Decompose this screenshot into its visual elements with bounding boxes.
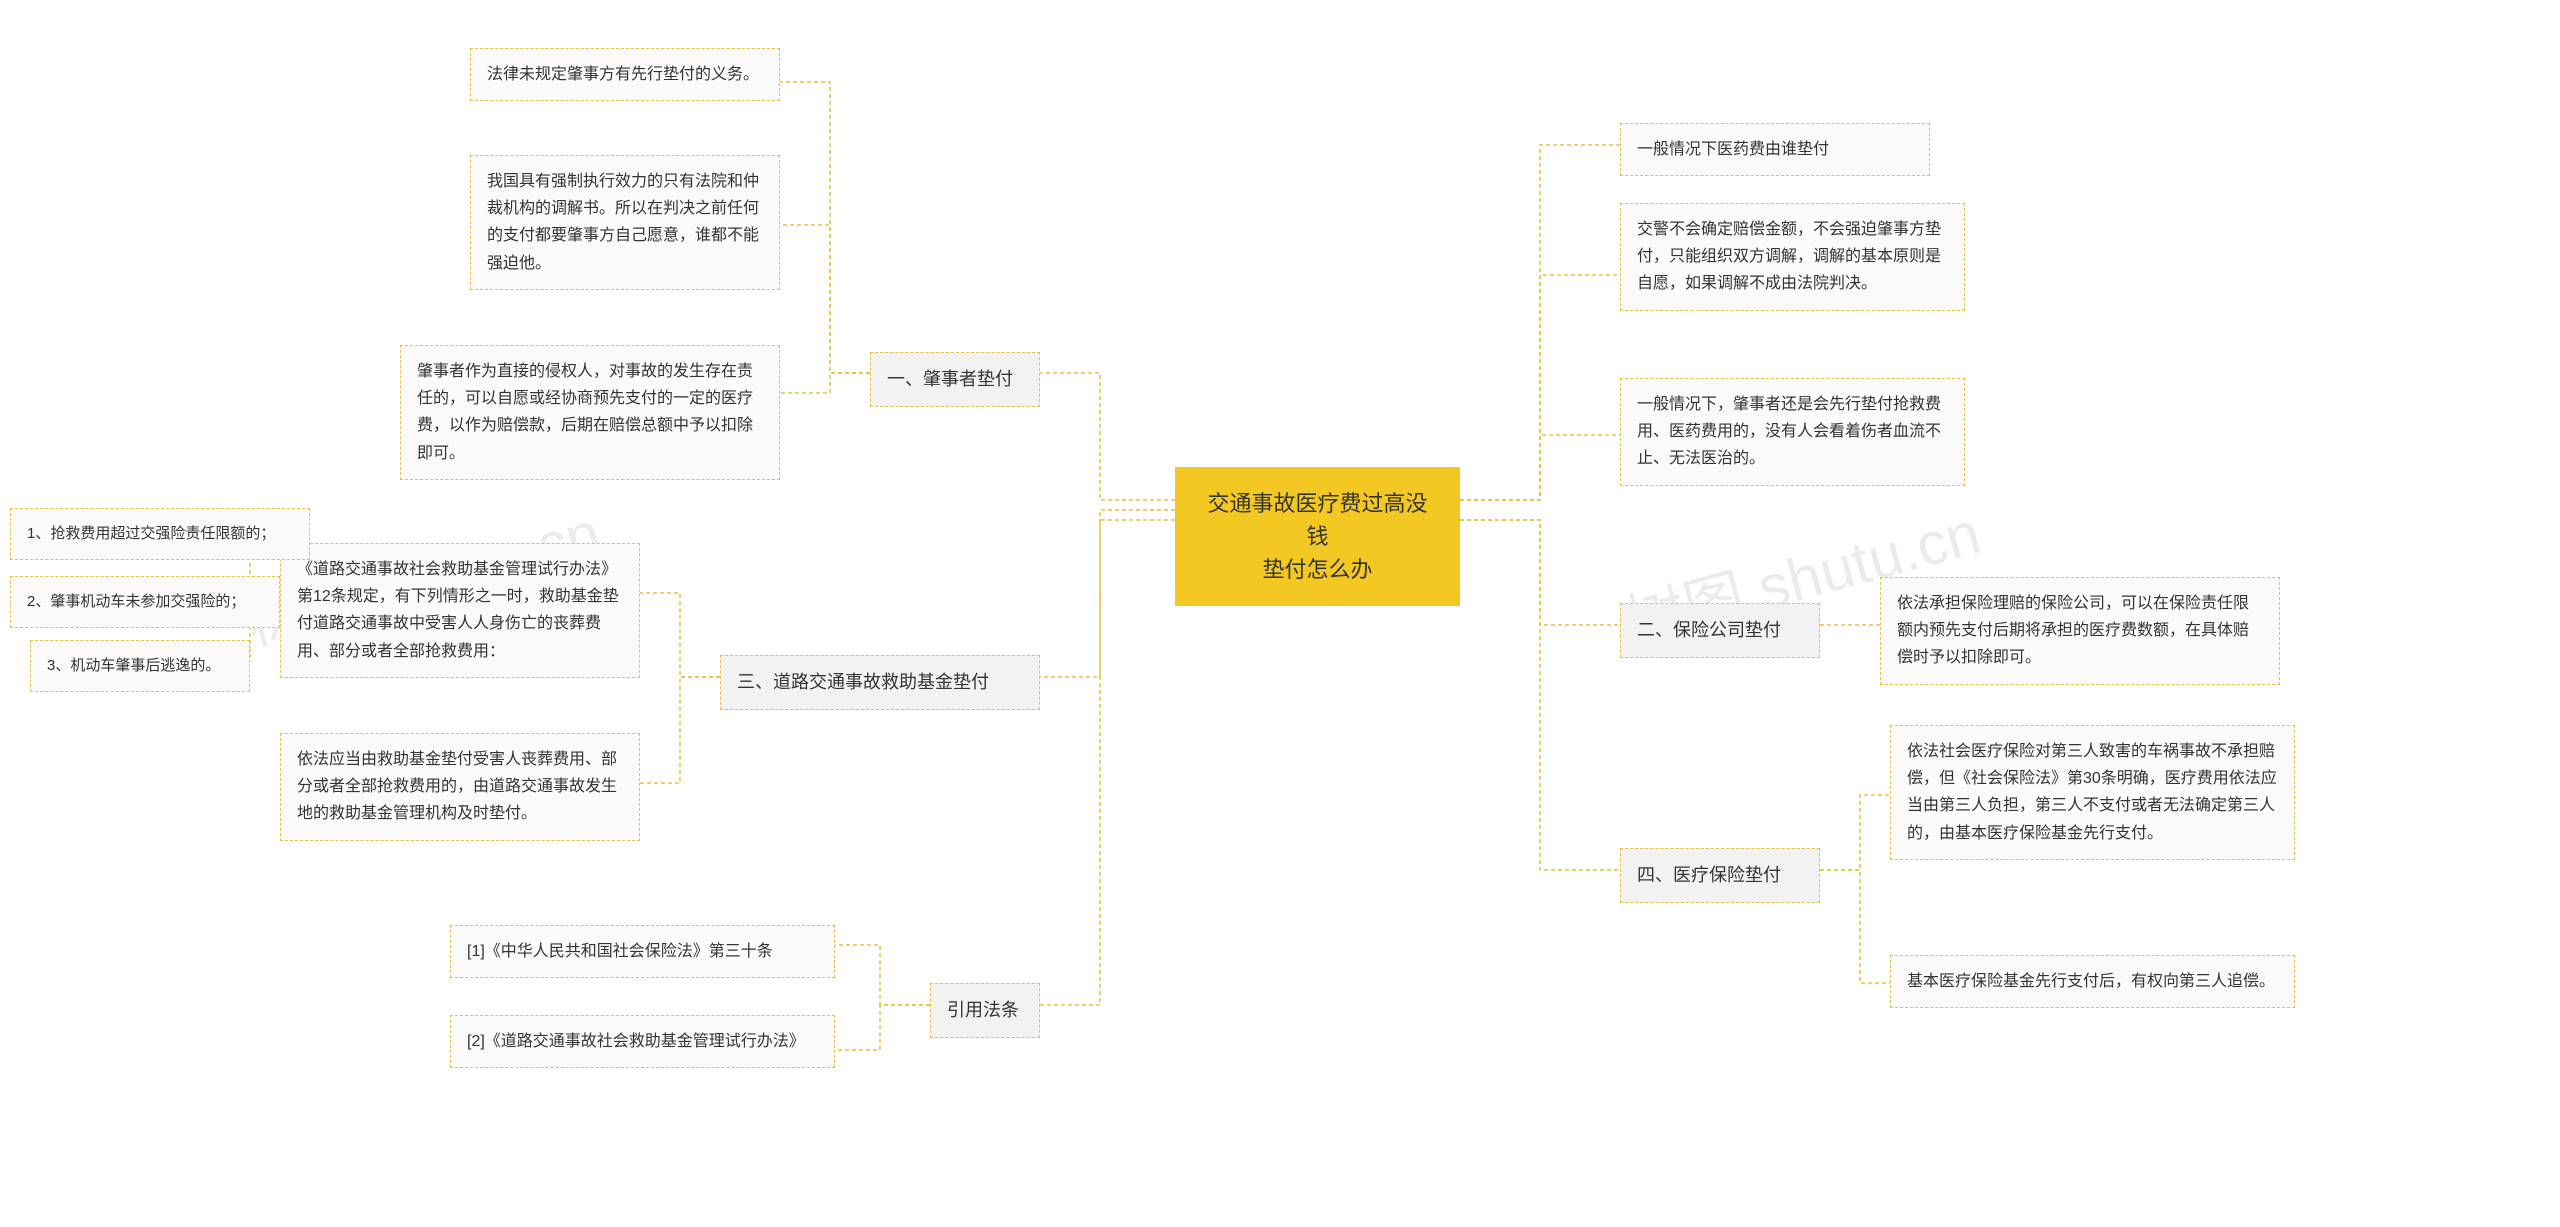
branch-references: 引用法条 <box>930 983 1040 1038</box>
leaf-fund-2: 依法应当由救助基金垫付受害人丧葬费用、部分或者全部抢救费用的，由道路交通事故发生… <box>280 733 640 841</box>
leaf-driver-1: 法律未规定肇事方有先行垫付的义务。 <box>470 48 780 101</box>
leaf-driver-3: 肇事者作为直接的侵权人，对事故的发生存在责任的，可以自愿或经协商预先支付的一定的… <box>400 345 780 480</box>
leaf-fund-1: 《道路交通事故社会救助基金管理试行办法》第12条规定，有下列情形之一时，救助基金… <box>280 543 640 678</box>
root-line1: 交通事故医疗费过高没钱 <box>1205 487 1430 553</box>
leaf-fund-sub2: 2、肇事机动车未参加交强险的； <box>10 576 280 628</box>
leaf-insurance-detail: 依法承担保险理赔的保险公司，可以在保险责任限额内预先支付后期将承担的医疗费数额，… <box>1880 577 2280 685</box>
branch-driver-pay: 一、肇事者垫付 <box>870 352 1040 407</box>
leaf-medical-2: 基本医疗保险基金先行支付后，有权向第三人追偿。 <box>1890 955 2295 1008</box>
leaf-medical-1: 依法社会医疗保险对第三人致害的车祸事故不承担赔偿，但《社会保险法》第30条明确，… <box>1890 725 2295 860</box>
branch-insurance: 二、保险公司垫付 <box>1620 603 1820 658</box>
leaf-fund-sub3: 3、机动车肇事后逃逸的。 <box>30 640 250 692</box>
right-leaf-usually: 一般情况下，肇事者还是会先行垫付抢救费用、医药费用的，没有人会看着伤者血流不止、… <box>1620 378 1965 486</box>
right-leaf-general: 一般情况下医药费由谁垫付 <box>1620 123 1930 176</box>
right-leaf-police: 交警不会确定赔偿金额，不会强迫肇事方垫付，只能组织双方调解，调解的基本原则是自愿… <box>1620 203 1965 311</box>
branch-medical-insurance: 四、医疗保险垫付 <box>1620 848 1820 903</box>
leaf-fund-sub1: 1、抢救费用超过交强险责任限额的； <box>10 508 310 560</box>
leaf-driver-2: 我国具有强制执行效力的只有法院和仲裁机构的调解书。所以在判决之前任何的支付都要肇… <box>470 155 780 290</box>
leaf-ref-2: [2]《道路交通事故社会救助基金管理试行办法》 <box>450 1015 835 1068</box>
root-node: 交通事故医疗费过高没钱 垫付怎么办 <box>1175 467 1460 606</box>
root-line2: 垫付怎么办 <box>1205 553 1430 586</box>
leaf-ref-1: [1]《中华人民共和国社会保险法》第三十条 <box>450 925 835 978</box>
branch-relief-fund: 三、道路交通事故救助基金垫付 <box>720 655 1040 710</box>
